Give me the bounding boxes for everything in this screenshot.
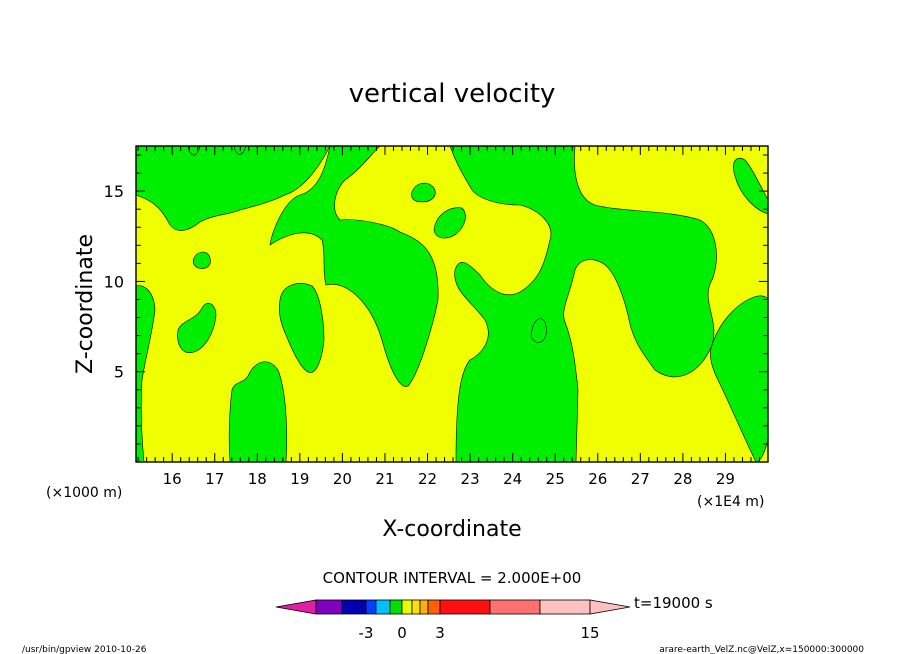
x-unit-left: (×1000 m) xyxy=(46,485,122,501)
negative-region xyxy=(710,295,769,463)
footer-left: /usr/bin/gpview 2010-10-26 xyxy=(22,645,147,654)
x-tick-label: 24 xyxy=(503,470,522,488)
contour-interval-text: CONTOUR INTERVAL = 2.000E+00 xyxy=(323,569,582,587)
negative-region xyxy=(530,318,547,343)
colorbar-extend-low xyxy=(275,599,317,615)
y-tick-label: 15 xyxy=(104,182,124,201)
footer-right: arare-earth_VelZ.nc@VelZ,x=150000:300000 xyxy=(659,645,864,654)
x-tick-label: 18 xyxy=(248,470,267,488)
negative-region xyxy=(135,145,331,231)
y-tick-label: 10 xyxy=(104,272,124,291)
colorbar-labels: -3 0 3 15 xyxy=(359,624,600,642)
colorbar-segment xyxy=(439,599,491,615)
colorbar-extend-high xyxy=(589,599,631,615)
negative-region xyxy=(177,303,217,354)
y-axis-label: Z-coordinate xyxy=(73,234,98,374)
colorbar-segment xyxy=(389,599,403,615)
chart-title: vertical velocity xyxy=(349,79,556,109)
colorbar-label: 3 xyxy=(435,624,445,642)
x-tick-label: 20 xyxy=(333,470,352,488)
x-tick-labels: 16 17 18 19 20 21 22 23 24 25 26 27 28 29 xyxy=(163,470,735,488)
x-tick-label: 21 xyxy=(375,470,394,488)
negative-region xyxy=(192,251,211,269)
colorbar-label: 15 xyxy=(580,624,599,642)
y-tick-label: 5 xyxy=(114,363,124,382)
plot-frame xyxy=(135,145,769,463)
negative-region xyxy=(411,182,436,203)
x-tick-label: 23 xyxy=(461,470,480,488)
contour-field xyxy=(135,145,769,463)
x-tick-label: 25 xyxy=(546,470,565,488)
x-tick-label: 29 xyxy=(716,470,735,488)
colorbar-segment xyxy=(539,599,591,615)
colorbar-segment xyxy=(401,599,413,615)
colorbar-label: 0 xyxy=(397,624,407,642)
x-unit-right: (×1E4 m) xyxy=(697,494,764,510)
time-label: t=19000 s xyxy=(634,594,713,612)
x-tick-label: 19 xyxy=(290,470,309,488)
colorbar-segment xyxy=(419,599,429,615)
x-tick-label: 17 xyxy=(205,470,224,488)
x-tick-label: 27 xyxy=(631,470,650,488)
axis-ticks xyxy=(136,146,769,463)
colorbar-segment xyxy=(427,599,441,615)
x-axis-label: X-coordinate xyxy=(382,517,521,542)
colorbar-label: -3 xyxy=(359,624,374,642)
colorbar-segment xyxy=(365,599,377,615)
x-tick-label: 22 xyxy=(418,470,437,488)
negative-region xyxy=(135,285,156,463)
colorbar-segment xyxy=(489,599,541,615)
negative-region xyxy=(433,207,466,239)
negative-region xyxy=(136,145,769,463)
colorbar-segment xyxy=(375,599,391,615)
y-tick-labels: 5 10 15 xyxy=(104,182,124,382)
x-tick-label: 26 xyxy=(588,470,607,488)
colorbar-segment xyxy=(341,599,367,615)
colorbar xyxy=(275,599,631,615)
x-tick-label: 16 xyxy=(163,470,182,488)
x-tick-label: 28 xyxy=(673,470,692,488)
colorbar-segment xyxy=(315,599,343,615)
colorbar-segment xyxy=(411,599,421,615)
negative-region xyxy=(228,361,288,463)
negative-region xyxy=(278,283,325,373)
